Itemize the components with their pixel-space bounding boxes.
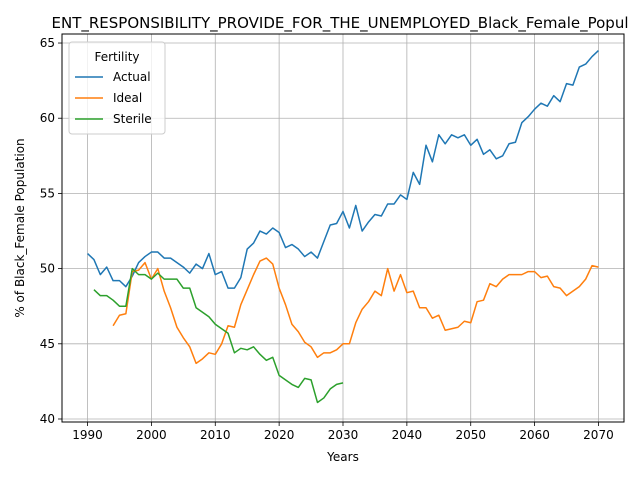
legend-label-sterile: Sterile bbox=[113, 112, 152, 126]
series-line-sterile bbox=[93, 267, 344, 404]
x-tick-label: 2060 bbox=[519, 428, 550, 442]
x-tick-label: 2070 bbox=[583, 428, 614, 442]
chart-title: ENT_RESPONSIBILITY_PROVIDE_FOR_THE_UNEMP… bbox=[52, 14, 629, 33]
legend-title: Fertility bbox=[94, 50, 139, 64]
x-tick-label: 2050 bbox=[455, 428, 486, 442]
x-tick-label: 2010 bbox=[200, 428, 231, 442]
y-tick-label: 65 bbox=[40, 36, 55, 50]
series-lines bbox=[87, 49, 599, 404]
x-tick-label: 2040 bbox=[392, 428, 423, 442]
x-tick-label: 2020 bbox=[264, 428, 295, 442]
y-tick-label: 50 bbox=[40, 262, 55, 276]
x-axis-ticks: 1990 2000 2010 2020 2030 2040 2050 2060 2070 bbox=[72, 422, 614, 442]
y-tick-label: 45 bbox=[40, 337, 55, 351]
y-tick-label: 60 bbox=[40, 111, 55, 125]
legend: Fertility Actual Ideal Sterile bbox=[68, 41, 166, 135]
x-tick-label: 2000 bbox=[136, 428, 167, 442]
y-tick-label: 55 bbox=[40, 186, 55, 200]
x-tick-label: 2030 bbox=[328, 428, 359, 442]
y-tick-label: 40 bbox=[40, 412, 55, 426]
x-axis-label: Years bbox=[326, 450, 359, 464]
legend-box bbox=[68, 41, 166, 135]
y-axis-label: % of Black_Female Population bbox=[13, 138, 27, 317]
series-line-actual bbox=[87, 49, 599, 289]
legend-label-actual: Actual bbox=[113, 70, 151, 84]
series-line-ideal bbox=[112, 257, 599, 365]
legend-label-ideal: Ideal bbox=[113, 91, 142, 105]
x-tick-label: 1990 bbox=[72, 428, 103, 442]
y-axis-ticks: 40 45 50 55 60 65 bbox=[40, 36, 62, 426]
